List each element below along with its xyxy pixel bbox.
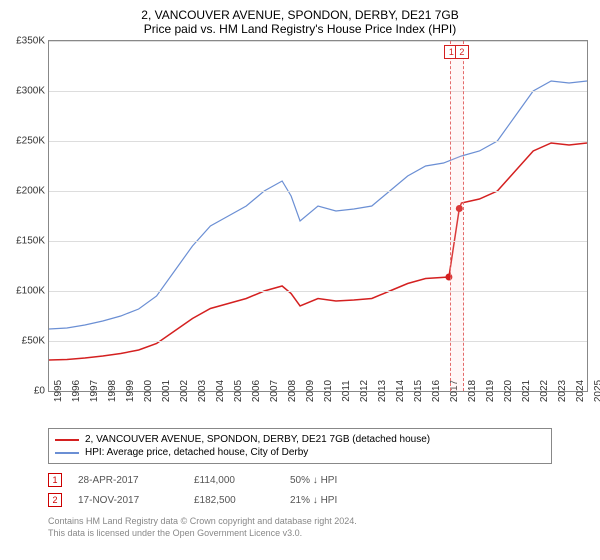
x-axis-label: 1995 bbox=[49, 380, 64, 402]
x-axis-label: 2004 bbox=[211, 380, 226, 402]
x-axis-label: 2023 bbox=[553, 380, 568, 402]
sale-row: 1 28-APR-2017 £114,000 50% ↓ HPI bbox=[48, 470, 552, 490]
x-axis-label: 2018 bbox=[463, 380, 478, 402]
sale-date: 17-NOV-2017 bbox=[78, 495, 178, 506]
x-axis-label: 2021 bbox=[517, 380, 532, 402]
x-axis-label: 2015 bbox=[409, 380, 424, 402]
footer-attribution: Contains HM Land Registry data © Crown c… bbox=[48, 516, 552, 539]
footer-line1: Contains HM Land Registry data © Crown c… bbox=[48, 516, 552, 528]
gridline bbox=[49, 91, 587, 92]
chart-subtitle: Price paid vs. HM Land Registry's House … bbox=[0, 22, 600, 40]
sale-delta: 21% ↓ HPI bbox=[290, 495, 390, 506]
chart-plot-area: £0£50K£100K£150K£200K£250K£300K£350K1995… bbox=[48, 40, 588, 392]
sale-date: 28-APR-2017 bbox=[78, 475, 178, 486]
x-axis-label: 2007 bbox=[265, 380, 280, 402]
x-axis-label: 2013 bbox=[373, 380, 388, 402]
x-axis-label: 2001 bbox=[157, 380, 172, 402]
x-axis-label: 2005 bbox=[229, 380, 244, 402]
gridline bbox=[49, 241, 587, 242]
y-axis-label: £350K bbox=[16, 36, 49, 47]
y-axis-label: £0 bbox=[34, 386, 49, 397]
x-axis-label: 2022 bbox=[535, 380, 550, 402]
y-axis-label: £200K bbox=[16, 186, 49, 197]
legend-box: 2, VANCOUVER AVENUE, SPONDON, DERBY, DE2… bbox=[48, 428, 552, 464]
y-axis-label: £50K bbox=[22, 336, 49, 347]
x-axis-label: 1999 bbox=[121, 380, 136, 402]
sales-table: 1 28-APR-2017 £114,000 50% ↓ HPI 2 17-NOV-201… bbox=[48, 470, 552, 510]
x-axis-label: 2003 bbox=[193, 380, 208, 402]
x-axis-label: 1996 bbox=[67, 380, 82, 402]
legend-label: 2, VANCOUVER AVENUE, SPONDON, DERBY, DE2… bbox=[85, 434, 430, 445]
gridline bbox=[49, 191, 587, 192]
x-axis-label: 2016 bbox=[427, 380, 442, 402]
x-axis-label: 2025 bbox=[589, 380, 600, 402]
sale-row: 2 17-NOV-2017 £182,500 21% ↓ HPI bbox=[48, 490, 552, 510]
x-axis-label: 2009 bbox=[301, 380, 316, 402]
sale-row-marker: 2 bbox=[48, 493, 62, 507]
x-axis-label: 2008 bbox=[283, 380, 298, 402]
sale-delta: 50% ↓ HPI bbox=[290, 475, 390, 486]
y-axis-label: £100K bbox=[16, 286, 49, 297]
y-axis-label: £300K bbox=[16, 86, 49, 97]
x-axis-label: 2020 bbox=[499, 380, 514, 402]
sale-price: £182,500 bbox=[194, 495, 274, 506]
x-axis-label: 2024 bbox=[571, 380, 586, 402]
x-axis-label: 1997 bbox=[85, 380, 100, 402]
gridline bbox=[49, 141, 587, 142]
sale-price: £114,000 bbox=[194, 475, 274, 486]
sale-marker-label: 2 bbox=[455, 45, 469, 59]
sale-row-marker: 1 bbox=[48, 473, 62, 487]
y-axis-label: £250K bbox=[16, 136, 49, 147]
gridline bbox=[49, 41, 587, 42]
series-price_paid bbox=[49, 143, 587, 360]
x-axis-label: 2006 bbox=[247, 380, 262, 402]
footer-line2: This data is licensed under the Open Gov… bbox=[48, 528, 552, 540]
x-axis-label: 2019 bbox=[481, 380, 496, 402]
gridline bbox=[49, 341, 587, 342]
x-axis-label: 2012 bbox=[355, 380, 370, 402]
chart-title: 2, VANCOUVER AVENUE, SPONDON, DERBY, DE2… bbox=[0, 0, 600, 22]
y-axis-label: £150K bbox=[16, 236, 49, 247]
sale-period-band bbox=[450, 41, 465, 391]
x-axis-label: 2010 bbox=[319, 380, 334, 402]
legend-item: HPI: Average price, detached house, City… bbox=[55, 446, 545, 459]
x-axis-label: 2011 bbox=[337, 380, 352, 402]
legend-swatch bbox=[55, 452, 79, 454]
x-axis-label: 2014 bbox=[391, 380, 406, 402]
chart-lines bbox=[49, 41, 587, 391]
x-axis-label: 2000 bbox=[139, 380, 154, 402]
legend-item: 2, VANCOUVER AVENUE, SPONDON, DERBY, DE2… bbox=[55, 433, 545, 446]
legend-swatch bbox=[55, 439, 79, 441]
gridline bbox=[49, 291, 587, 292]
x-axis-label: 2002 bbox=[175, 380, 190, 402]
legend-label: HPI: Average price, detached house, City… bbox=[85, 447, 308, 458]
x-axis-label: 1998 bbox=[103, 380, 118, 402]
